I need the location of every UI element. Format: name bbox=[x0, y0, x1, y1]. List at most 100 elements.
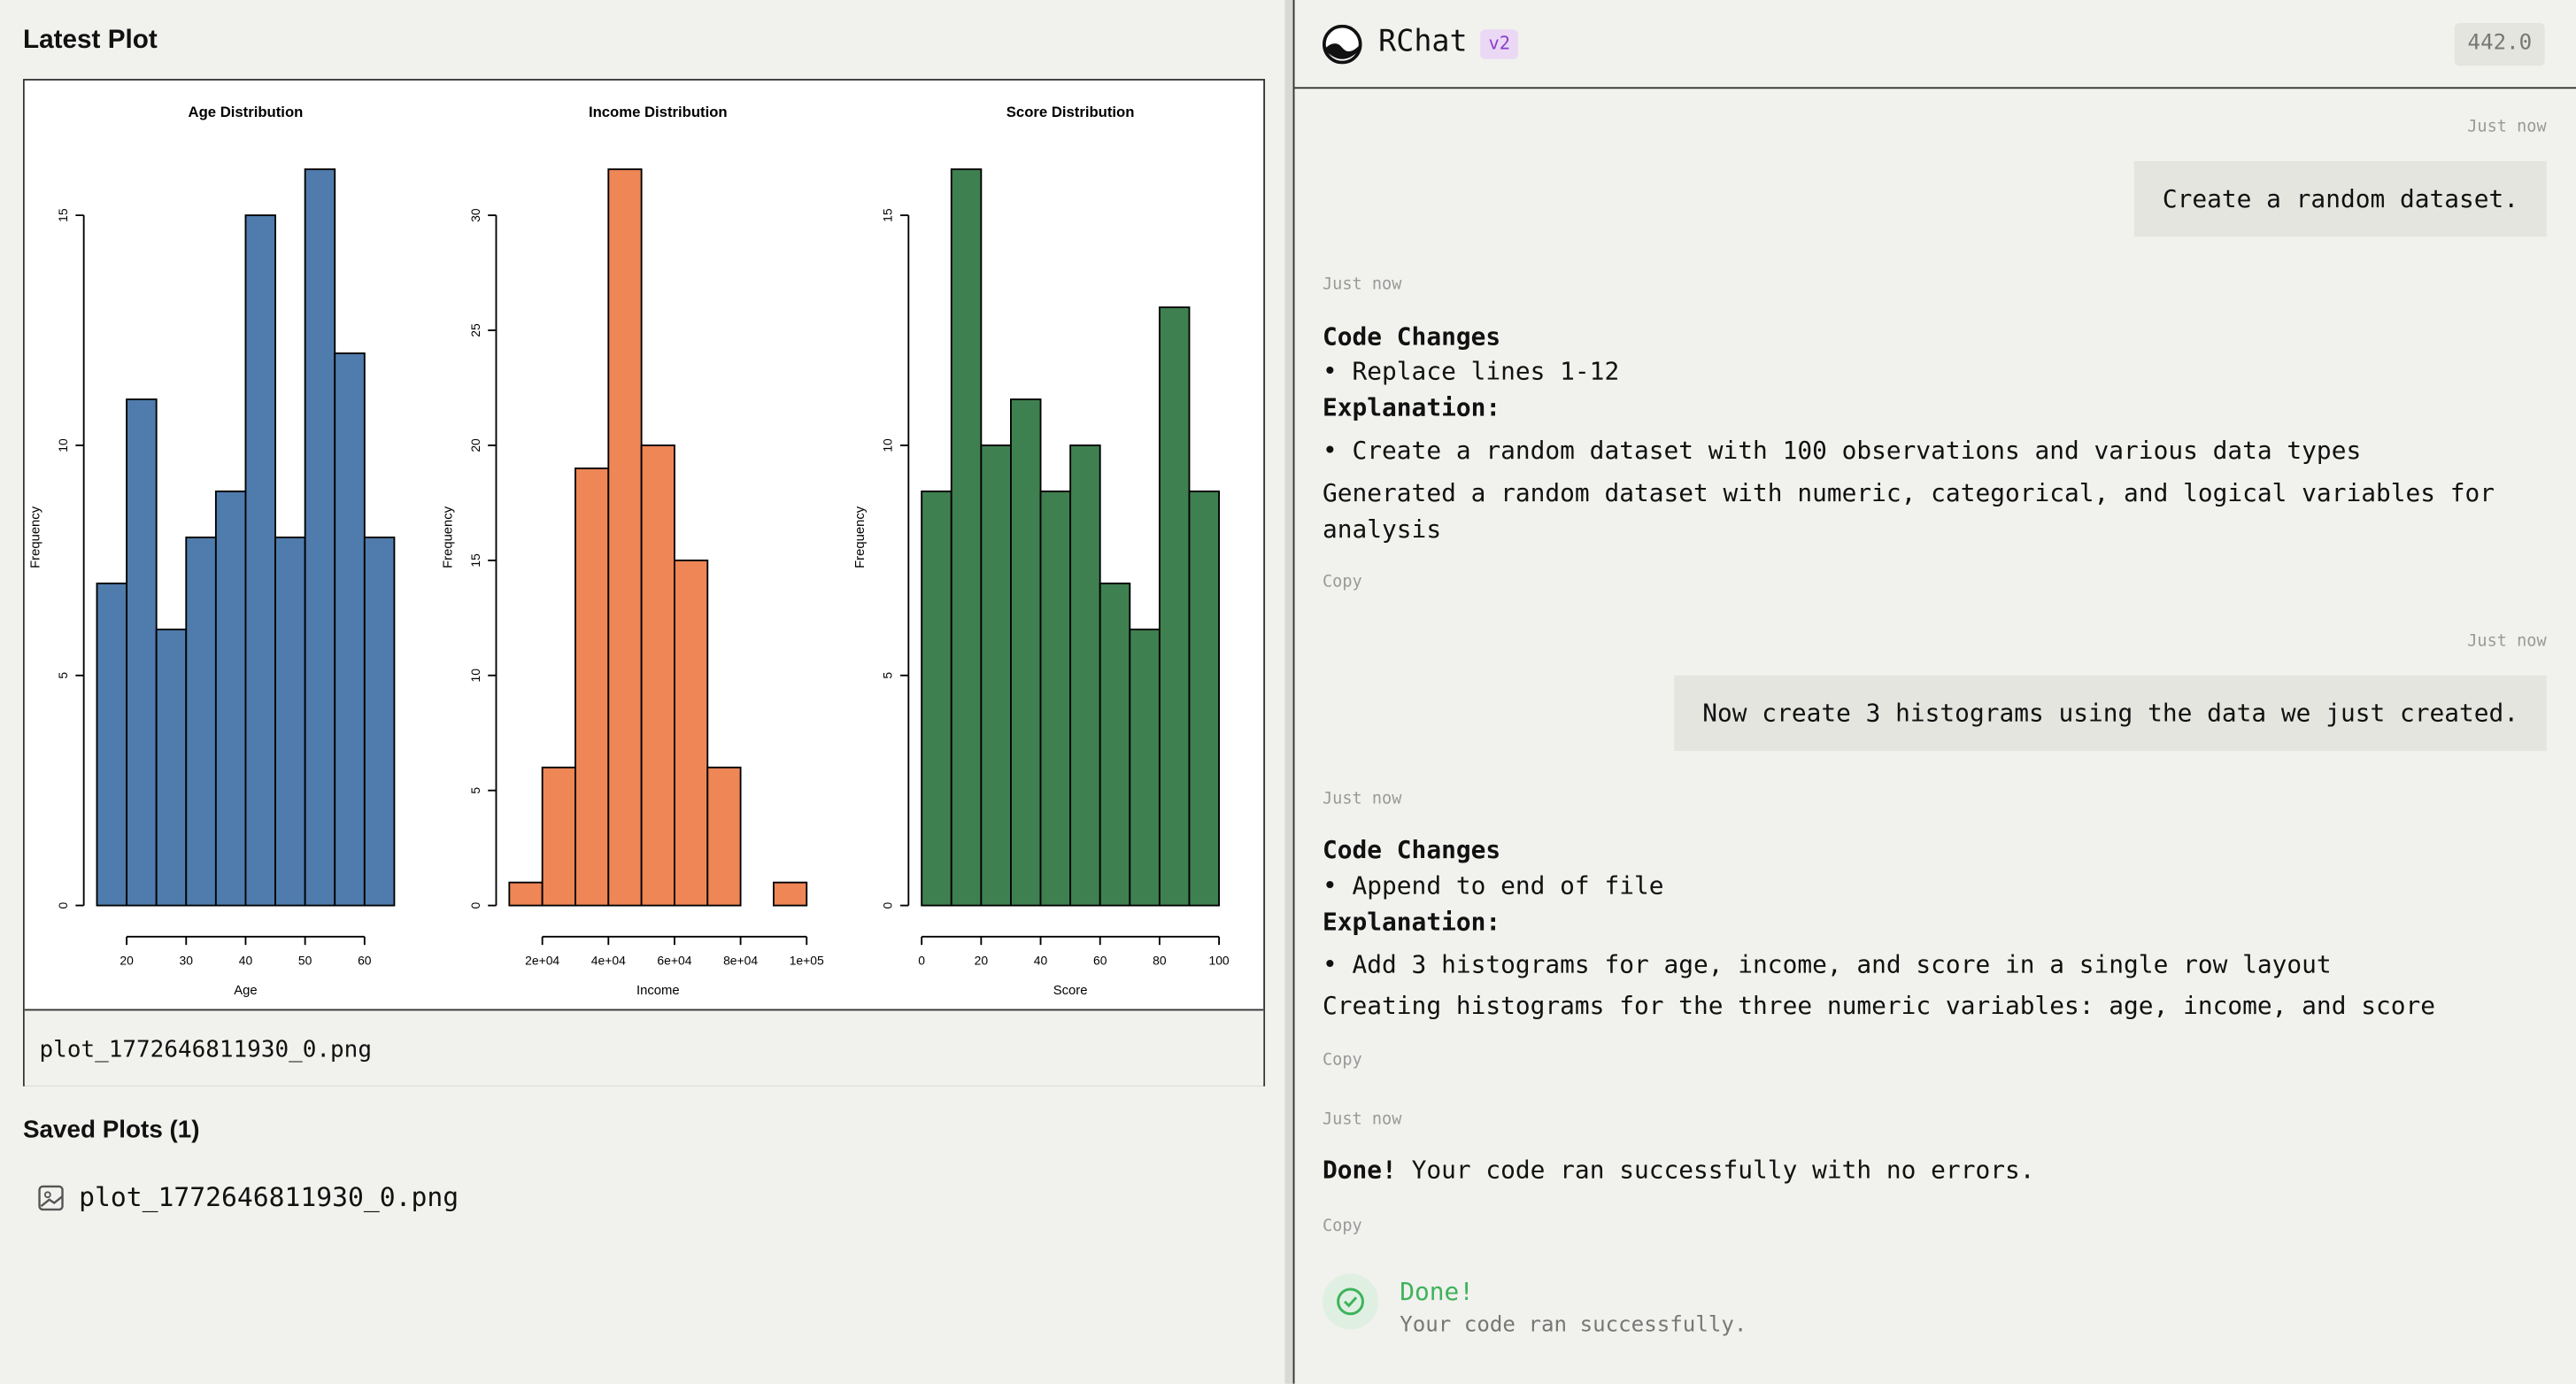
explanation-text: Create a random dataset with 100 observa… bbox=[1352, 435, 2362, 466]
bar bbox=[214, 490, 247, 907]
bar bbox=[1099, 582, 1131, 907]
x-axis-label: Income bbox=[636, 984, 680, 998]
y-tick-label: 0 bbox=[56, 901, 70, 908]
x-axis-label: Age bbox=[234, 984, 257, 998]
y-tick-label: 10 bbox=[881, 438, 895, 452]
bar bbox=[980, 445, 1012, 907]
section-title: Code Changes bbox=[1322, 321, 1501, 352]
x-tick-label: 30 bbox=[180, 953, 194, 967]
y-tick-label: 15 bbox=[881, 208, 895, 222]
bar bbox=[1069, 445, 1101, 907]
bar bbox=[508, 881, 544, 907]
code-item: • Append to end of file bbox=[1322, 870, 1664, 901]
explanation-item: • Create a random dataset with 100 obser… bbox=[1322, 435, 2362, 466]
summary: Generated a random dataset with numeric,… bbox=[1322, 478, 2495, 545]
bar bbox=[334, 352, 366, 907]
bar bbox=[96, 582, 128, 907]
x-tick-label: 8e+04 bbox=[723, 953, 758, 967]
y-tick-label: 0 bbox=[881, 901, 895, 908]
summary: Creating histograms for the three numeri… bbox=[1322, 991, 2436, 1021]
bar bbox=[155, 628, 188, 907]
bar bbox=[1188, 490, 1221, 907]
bar bbox=[706, 766, 742, 907]
section-title: Explanation: bbox=[1322, 392, 1501, 422]
divider bbox=[1284, 0, 1295, 1384]
timestamp: Just now bbox=[1322, 1110, 1402, 1130]
status-title: Done! bbox=[1400, 1277, 1475, 1307]
x-tick-label: 40 bbox=[1034, 953, 1048, 967]
logo-icon bbox=[1322, 24, 1362, 65]
x-tick-label: 6e+04 bbox=[657, 953, 691, 967]
saved-title: Saved Plots (1) bbox=[22, 1116, 200, 1144]
bar bbox=[541, 766, 576, 907]
y-tick-label: 10 bbox=[468, 669, 482, 683]
x-axis-label: Score bbox=[1053, 984, 1088, 998]
code-item-text: Replace lines 1-12 bbox=[1352, 356, 1620, 387]
bar bbox=[950, 168, 983, 907]
logo-text: RChat bbox=[1378, 24, 1468, 59]
bar bbox=[575, 468, 610, 907]
chart-title: Score Distribution bbox=[1006, 104, 1135, 120]
y-tick-label: 5 bbox=[881, 672, 895, 679]
x-tick-label: 4e+04 bbox=[591, 953, 626, 967]
section-title: Explanation: bbox=[1322, 907, 1501, 937]
bar bbox=[274, 536, 306, 907]
y-tick-label: 15 bbox=[56, 208, 70, 222]
y-tick-label: 0 bbox=[468, 901, 482, 908]
y-axis-label: Frequency bbox=[441, 506, 455, 568]
x-tick-label: 2e+04 bbox=[525, 953, 559, 967]
section-title: Code Changes bbox=[1322, 834, 1501, 865]
version-badge: v2 bbox=[1480, 29, 1519, 59]
bar bbox=[1039, 490, 1072, 907]
x-tick-label: 60 bbox=[358, 953, 372, 967]
x-tick-label: 20 bbox=[120, 953, 134, 967]
chart-title: Age Distribution bbox=[189, 104, 304, 120]
x-tick-label: 0 bbox=[918, 953, 925, 967]
y-tick-label: 5 bbox=[56, 672, 70, 679]
x-tick-label: 50 bbox=[298, 953, 312, 967]
x-tick-label: 1e+05 bbox=[790, 953, 824, 967]
y-axis-label: Frequency bbox=[853, 506, 868, 568]
y-tick-label: 10 bbox=[56, 438, 70, 452]
bar bbox=[921, 490, 953, 907]
copy-button[interactable]: Copy bbox=[1322, 1218, 1362, 1236]
code-item: • Replace lines 1-12 bbox=[1322, 356, 1620, 387]
filename: plot_1772646811930_0.png bbox=[39, 1037, 372, 1063]
y-tick-label: 5 bbox=[468, 787, 482, 794]
y-tick-label: 25 bbox=[468, 323, 482, 337]
y-tick-label: 20 bbox=[468, 438, 482, 452]
y-axis-label: Frequency bbox=[29, 506, 43, 568]
y-tick-label: 15 bbox=[468, 553, 482, 568]
success-icon bbox=[1322, 1273, 1379, 1330]
y-tick-label: 30 bbox=[468, 208, 482, 222]
bar bbox=[1010, 398, 1042, 907]
bar bbox=[1158, 306, 1191, 907]
x-tick-label: 100 bbox=[1208, 953, 1229, 967]
explanation-item: • Add 3 histograms for age, income, and … bbox=[1322, 949, 2332, 980]
saved-item[interactable]: plot_1772646811930_0.png bbox=[79, 1181, 459, 1213]
x-tick-label: 20 bbox=[975, 953, 989, 967]
done-bold: Done! bbox=[1322, 1155, 1397, 1186]
copy-button[interactable]: Copy bbox=[1322, 1051, 1362, 1071]
bar bbox=[1129, 628, 1161, 907]
done-text: Your code ran successfully with no error… bbox=[1411, 1155, 2035, 1186]
bar bbox=[640, 445, 675, 907]
bar bbox=[304, 168, 336, 907]
code-item-text: Append to end of file bbox=[1352, 870, 1664, 901]
bar bbox=[772, 881, 808, 907]
x-tick-label: 40 bbox=[239, 953, 253, 967]
bar bbox=[126, 398, 158, 907]
timestamp: Just now bbox=[2467, 118, 2547, 137]
copy-button[interactable]: Copy bbox=[1322, 573, 1362, 592]
chart-title: Income Distribution bbox=[589, 104, 728, 120]
counter: 442.0 bbox=[2454, 22, 2546, 66]
timestamp: Just now bbox=[1322, 790, 1402, 809]
timestamp: Just now bbox=[2467, 632, 2547, 651]
explanation-text: Add 3 histograms for age, income, and sc… bbox=[1352, 949, 2332, 980]
bar bbox=[244, 214, 276, 907]
timestamp: Just now bbox=[1322, 275, 1402, 295]
header-rule bbox=[1294, 87, 2576, 89]
user-message: Now create 3 histograms using the data w… bbox=[1674, 675, 2547, 752]
